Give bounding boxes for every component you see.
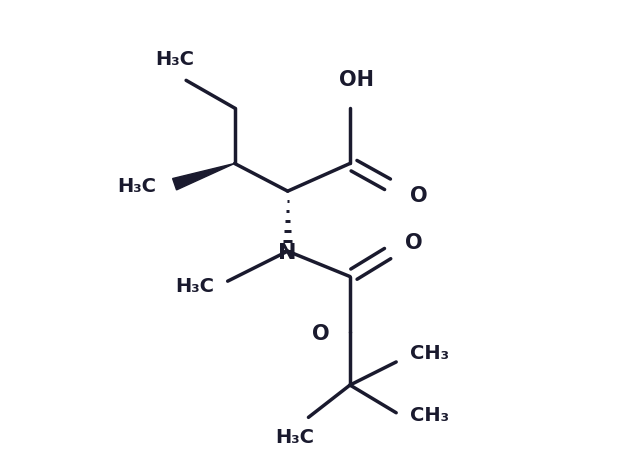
Polygon shape [173, 164, 235, 190]
Text: H₃C: H₃C [275, 428, 314, 446]
Text: H₃C: H₃C [155, 50, 194, 69]
Text: H₃C: H₃C [175, 277, 214, 296]
Text: O: O [410, 186, 428, 206]
Text: OH: OH [339, 70, 374, 90]
Text: O: O [312, 324, 329, 344]
Text: H₃C: H₃C [117, 177, 156, 196]
Text: CH₃: CH₃ [410, 344, 449, 363]
Text: O: O [405, 233, 423, 253]
Text: N: N [278, 243, 297, 263]
Text: CH₃: CH₃ [410, 407, 449, 425]
